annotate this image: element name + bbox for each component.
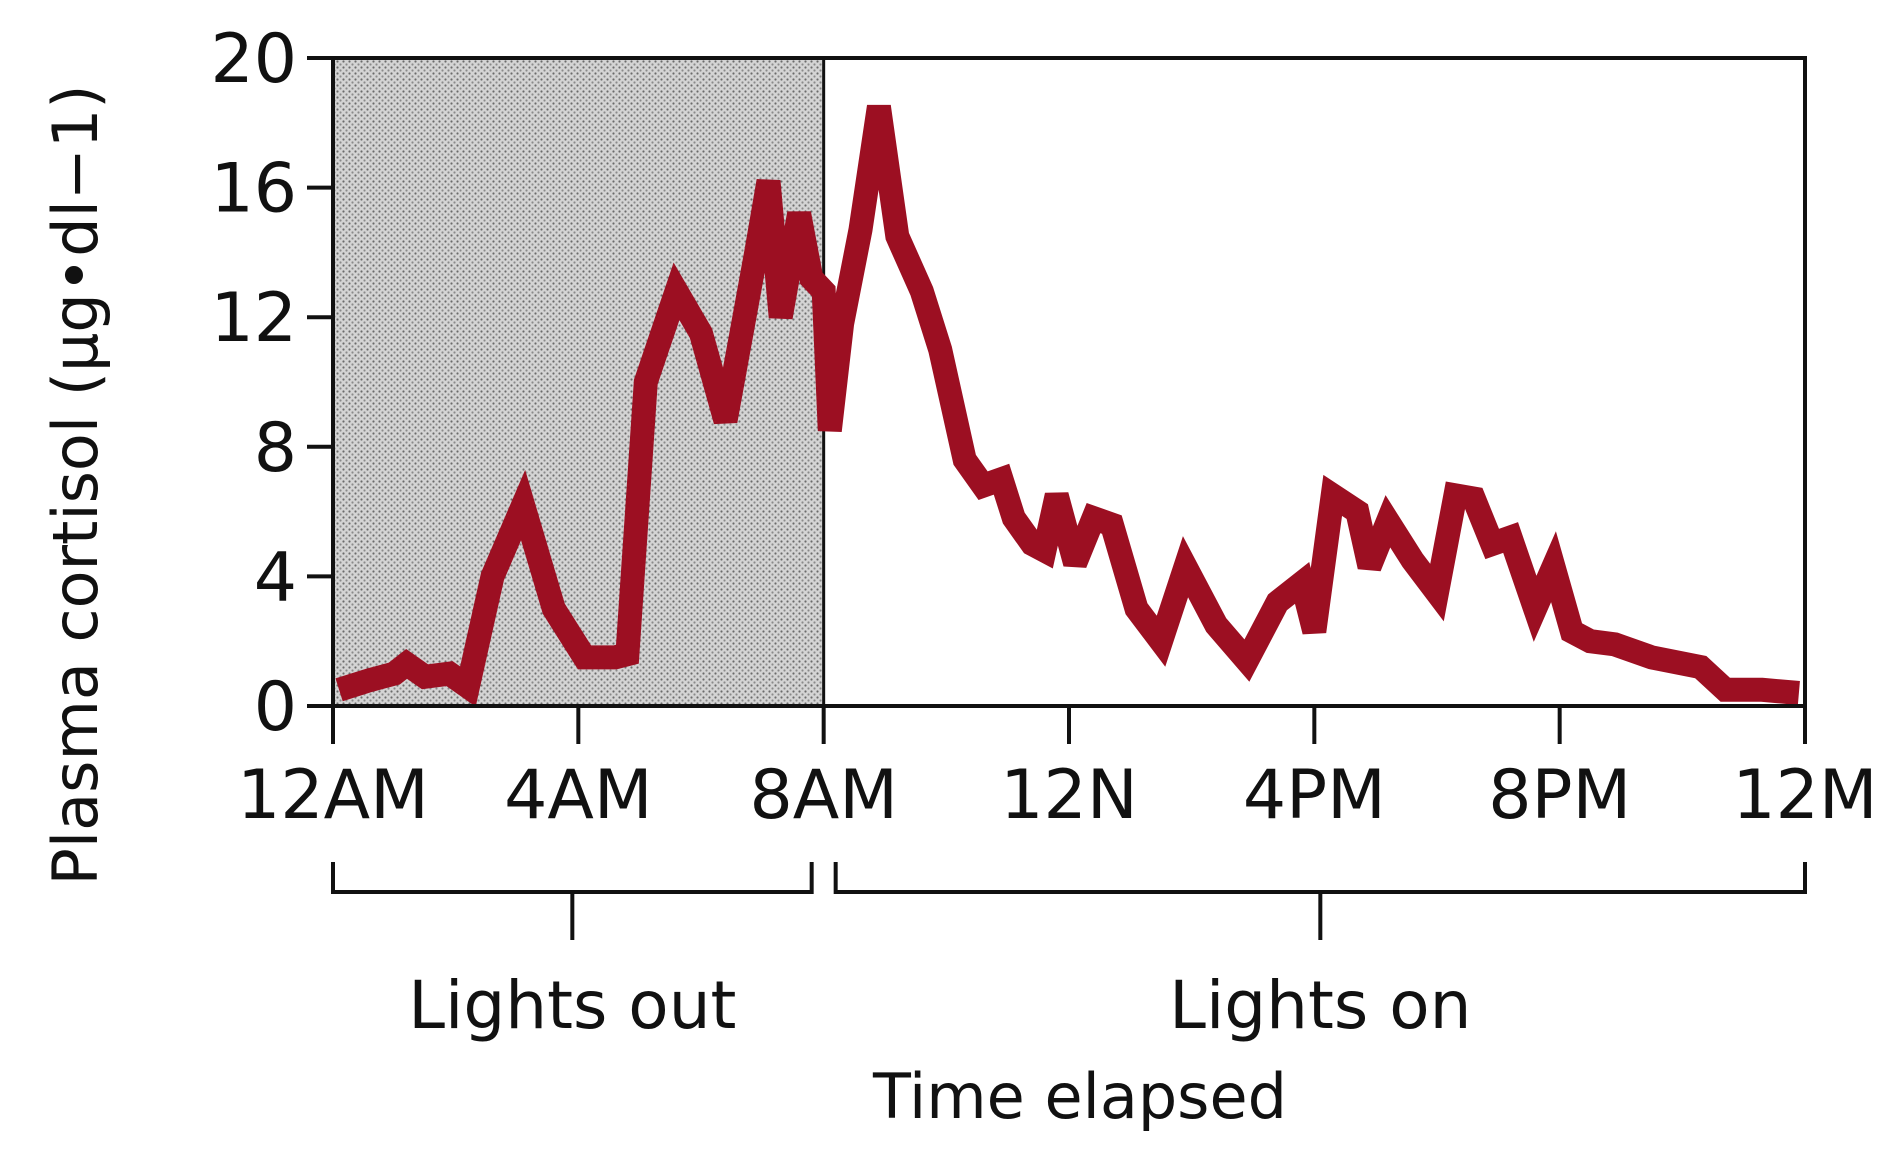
lights-out-shading [333,58,824,706]
period-label: Lights on [1169,967,1471,1044]
x-tick-label: 12AM [237,756,429,835]
period-label: Lights out [408,967,736,1044]
y-tick-label: 20 [210,20,297,99]
y-tick-label: 0 [254,668,297,747]
period-brackets-layer: Lights out Lights on [331,862,1807,1044]
y-axis-label: Plasma cortisol (μg•dl−1) [39,85,112,886]
period-bracket [833,862,1807,894]
x-tick-label: 8AM [749,756,897,835]
x-tick-label: 12N [1000,756,1137,835]
x-tick-label: 4PM [1243,756,1386,835]
x-axis-label: Time elapsed [872,1060,1287,1133]
shaded-region-layer [333,58,826,706]
period-bracket [331,862,814,894]
y-tick-label: 4 [254,538,297,617]
x-tick-label: 8PM [1488,756,1631,835]
y-tick-label: 12 [210,279,297,358]
y-tick-label: 16 [210,150,297,229]
x-tick-label: 4AM [504,756,652,835]
axis-ticks-layer: 0 4 8 12 16 20 12AM 4AM 8AM 12N 4PM 8PM 12M [210,20,1877,835]
series-layer [335,104,1800,707]
cortisol-series-line [335,104,1800,707]
y-tick-label: 8 [254,409,297,488]
x-tick-label: 12M [1732,756,1877,835]
